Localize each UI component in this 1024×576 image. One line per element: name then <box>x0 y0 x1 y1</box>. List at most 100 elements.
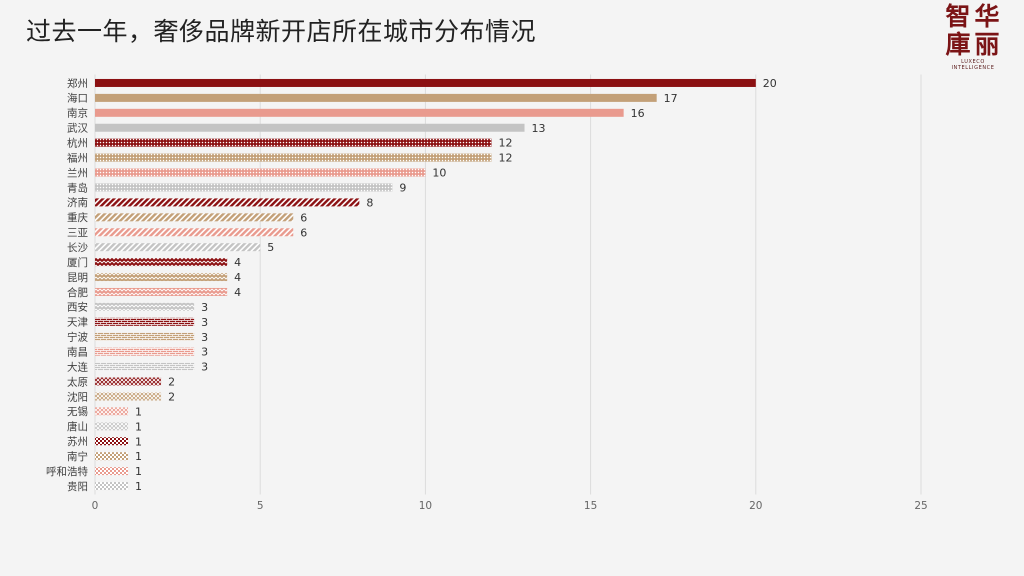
category-label: 济南 <box>67 196 88 209</box>
category-label: 南昌 <box>67 345 88 358</box>
bar <box>95 437 129 446</box>
bar <box>95 183 393 192</box>
x-tick-label: 5 <box>257 500 264 512</box>
value-label: 1 <box>135 405 142 418</box>
brand-logo: 智 华 庫 丽 LUXECO INTELLIGENCE <box>944 3 1002 77</box>
category-label: 沈阳 <box>67 390 88 403</box>
category-label: 武汉 <box>67 122 88 135</box>
category-label: 无锡 <box>67 405 88 418</box>
value-label: 9 <box>399 181 406 194</box>
bar <box>95 332 195 341</box>
category-label: 兰州 <box>67 166 88 179</box>
value-label: 8 <box>366 196 373 209</box>
value-label: 1 <box>135 465 142 478</box>
bar <box>95 138 492 147</box>
bar <box>95 273 228 282</box>
value-labels: 20 17 16 13 12 12 10 9 8 6 6 5 4 4 4 3 3 3 3 3 22 1 1 1 1 1 1 <box>135 77 777 493</box>
logo-english-line1: LUXECO <box>961 59 985 65</box>
bar <box>95 302 195 311</box>
category-label: 昆明 <box>67 272 88 284</box>
value-label: 1 <box>135 450 142 463</box>
bar <box>95 228 294 237</box>
bar <box>95 482 129 491</box>
value-label: 13 <box>532 122 546 135</box>
x-axis-ticks: 0 5 10 15 20 25 <box>92 500 928 512</box>
value-label: 3 <box>201 346 208 359</box>
value-label: 12 <box>498 152 512 165</box>
category-label: 大连 <box>67 360 88 373</box>
value-label: 4 <box>234 271 241 284</box>
logo-char: 丽 <box>974 30 1000 59</box>
category-label: 重庆 <box>67 211 88 224</box>
bar <box>95 258 228 267</box>
logo-characters: 智 华 庫 丽 <box>944 3 1002 59</box>
bar <box>95 347 195 356</box>
bar <box>95 467 129 476</box>
value-label: 1 <box>135 435 142 448</box>
bars <box>95 78 756 491</box>
value-label: 3 <box>201 361 208 374</box>
bar <box>95 198 360 207</box>
category-label: 西安 <box>67 301 88 314</box>
category-label: 太原 <box>67 375 88 388</box>
bar <box>95 422 129 431</box>
value-label: 20 <box>763 77 777 90</box>
category-label: 南宁 <box>67 450 88 463</box>
bar <box>95 168 426 177</box>
value-label: 16 <box>631 107 645 120</box>
value-label: 1 <box>135 420 142 433</box>
value-label: 3 <box>201 316 208 329</box>
category-label: 三亚 <box>67 227 88 239</box>
bar <box>95 392 162 401</box>
value-label: 4 <box>234 286 241 299</box>
x-tick-label: 10 <box>419 500 432 512</box>
bar <box>95 317 195 326</box>
bar <box>95 362 195 371</box>
category-label: 郑州 <box>67 77 88 90</box>
category-label: 长沙 <box>67 242 88 254</box>
x-tick-label: 0 <box>92 500 99 512</box>
value-label: 2 <box>168 390 175 403</box>
value-label: 5 <box>267 241 274 254</box>
category-label: 海口 <box>67 92 88 105</box>
category-label: 合肥 <box>67 286 88 299</box>
x-tick-label: 25 <box>914 500 927 512</box>
value-label: 12 <box>498 137 512 150</box>
logo-char: 华 <box>974 2 1000 31</box>
value-label: 6 <box>300 226 307 239</box>
value-label: 3 <box>201 301 208 314</box>
bar <box>95 93 657 102</box>
category-label: 杭州 <box>67 136 88 149</box>
category-labels: 郑州海口南京武汉杭州福州兰州青岛济南重庆三亚长沙厦门昆明合肥西安天津宁波南昌大连… <box>46 77 88 493</box>
value-label: 17 <box>664 92 678 105</box>
bar <box>95 153 492 162</box>
value-label: 6 <box>300 211 307 224</box>
logo-english-line2: INTELLIGENCE <box>951 65 995 71</box>
bar <box>95 213 294 222</box>
category-label: 贵阳 <box>67 480 88 493</box>
bar <box>95 108 624 117</box>
bar <box>95 123 525 132</box>
value-label: 4 <box>234 256 241 269</box>
bar <box>95 287 228 296</box>
bar <box>95 377 162 386</box>
logo-char: 庫 <box>945 30 971 59</box>
category-label: 苏州 <box>67 435 88 448</box>
category-label: 呼和浩特 <box>46 466 88 478</box>
category-label: 南京 <box>67 107 88 120</box>
category-label: 宁波 <box>67 331 88 344</box>
x-tick-label: 15 <box>584 500 597 512</box>
category-label: 厦门 <box>67 256 88 269</box>
category-label: 唐山 <box>67 420 88 433</box>
category-label: 青岛 <box>67 181 88 194</box>
value-label: 10 <box>432 167 446 180</box>
category-label: 天津 <box>67 317 88 329</box>
bar <box>95 452 129 461</box>
category-label: 福州 <box>67 151 88 164</box>
value-label: 2 <box>168 376 175 389</box>
bar <box>95 78 756 87</box>
logo-char: 智 <box>945 2 971 31</box>
value-label: 3 <box>201 331 208 344</box>
